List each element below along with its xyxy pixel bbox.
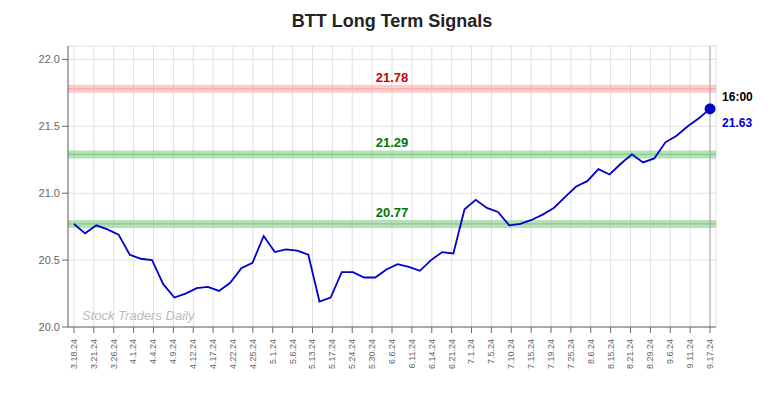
svg-text:6.14.24: 6.14.24 <box>427 339 437 369</box>
svg-text:20.0: 20.0 <box>39 321 60 333</box>
svg-text:9.6.24: 9.6.24 <box>665 339 675 364</box>
svg-text:4.12.24: 4.12.24 <box>188 339 198 369</box>
svg-text:5.13.24: 5.13.24 <box>307 339 317 369</box>
svg-text:21.78: 21.78 <box>376 70 409 85</box>
svg-text:8.21.24: 8.21.24 <box>625 339 635 369</box>
svg-text:9.17.24: 9.17.24 <box>705 339 715 369</box>
svg-text:5.1.24: 5.1.24 <box>268 339 278 364</box>
svg-text:4.1.24: 4.1.24 <box>128 339 138 364</box>
svg-text:3.26.24: 3.26.24 <box>109 339 119 369</box>
svg-text:5.30.24: 5.30.24 <box>367 339 377 369</box>
svg-text:21.5: 21.5 <box>39 120 60 132</box>
svg-text:6.11.24: 6.11.24 <box>407 339 417 368</box>
svg-text:7.19.24: 7.19.24 <box>546 339 556 369</box>
svg-text:4.4.24: 4.4.24 <box>148 339 158 364</box>
html-text:BTT Long Term Signals: BTT Long Term Signals <box>291 11 493 31</box>
svg-text:21.63: 21.63 <box>722 116 752 130</box>
svg-text:5.24.24: 5.24.24 <box>347 339 357 369</box>
svg-text:6.6.24: 6.6.24 <box>387 339 397 364</box>
svg-text:4.9.24: 4.9.24 <box>168 339 178 364</box>
svg-text:20.5: 20.5 <box>39 254 60 266</box>
svg-text:5.17.24: 5.17.24 <box>327 339 337 369</box>
svg-text:7.5.24: 7.5.24 <box>486 339 496 364</box>
svg-text:8.29.24: 8.29.24 <box>645 339 655 369</box>
svg-text:4.22.24: 4.22.24 <box>228 339 238 369</box>
svg-text:8.15.24: 8.15.24 <box>606 339 616 369</box>
svg-text:16:00: 16:00 <box>722 90 753 104</box>
svg-text:22.0: 22.0 <box>39 53 60 65</box>
svg-text:6.21.24: 6.21.24 <box>447 339 457 369</box>
svg-text:8.6.24: 8.6.24 <box>586 339 596 364</box>
svg-text:20.77: 20.77 <box>376 205 409 220</box>
svg-text:7.1.24: 7.1.24 <box>466 339 476 364</box>
svg-text:21.0: 21.0 <box>39 187 60 199</box>
svg-text:4.25.24: 4.25.24 <box>248 339 258 369</box>
svg-text:3.21.24: 3.21.24 <box>89 339 99 369</box>
svg-text:9.11.24: 9.11.24 <box>685 339 695 368</box>
svg-text:7.10.24: 7.10.24 <box>506 339 516 369</box>
svg-text:21.29: 21.29 <box>376 135 409 150</box>
svg-text:5.6.24: 5.6.24 <box>287 339 297 364</box>
svg-text:7.15.24: 7.15.24 <box>526 339 536 369</box>
svg-text:4.17.24: 4.17.24 <box>208 339 218 369</box>
html-text:Stock Traders Daily: Stock Traders Daily <box>82 308 195 323</box>
svg-text:3.18.24: 3.18.24 <box>69 339 79 369</box>
svg-text:7.25.24: 7.25.24 <box>566 339 576 369</box>
